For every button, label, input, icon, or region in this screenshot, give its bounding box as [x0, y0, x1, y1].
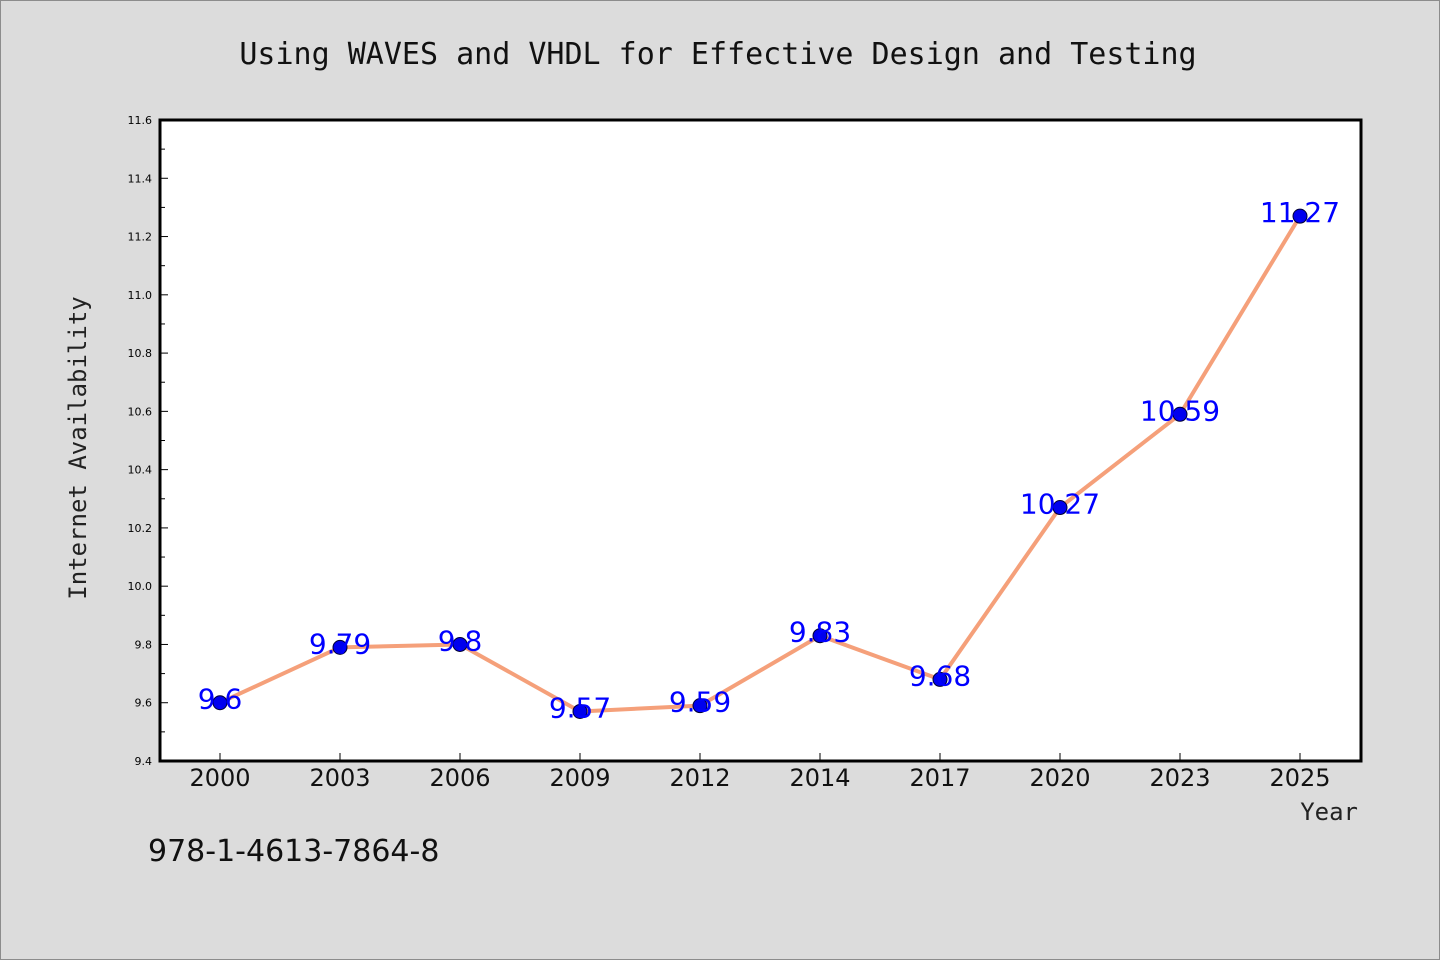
x-axis-title: Year — [1300, 798, 1358, 826]
y-tick-label: 10.4 — [128, 464, 153, 477]
x-tick-label: 2009 — [549, 764, 610, 792]
data-label: 10.27 — [1020, 488, 1100, 521]
chart-title: Using WAVES and VHDL for Effective Desig… — [239, 37, 1196, 72]
y-axis: 9.4 9.6 9.8 10.0 10.2 10.4 10.6 10.8 11.0 11.2 11.… — [128, 114, 168, 768]
data-point — [692, 698, 708, 714]
x-axis: 2000 2003 2006 2009 2012 2014 2017 2020 2023 2025 — [189, 753, 1331, 792]
series-markers — [212, 208, 1308, 719]
data-point — [452, 636, 468, 652]
y-axis-title: Internet Availability — [64, 296, 92, 599]
data-point — [932, 671, 948, 687]
data-label: 9.59 — [669, 686, 731, 719]
x-tick-label: 2023 — [1149, 764, 1210, 792]
data-labels: 9.6 9.79 9.8 9.57 9.59 9.83 9.68 10.27 10.59 11.2… — [198, 196, 1340, 724]
data-point — [1292, 208, 1308, 224]
x-tick-label: 2006 — [429, 764, 490, 792]
data-point — [212, 695, 228, 711]
y-tick-label: 9.8 — [135, 638, 153, 651]
data-point — [1172, 406, 1188, 422]
data-label: 9.57 — [549, 691, 611, 724]
data-label: 9.8 — [438, 624, 483, 657]
data-point — [332, 639, 348, 655]
x-tick-label: 2014 — [789, 764, 850, 792]
data-label: 9.68 — [909, 659, 971, 692]
y-tick-label: 10.8 — [128, 347, 153, 360]
data-label: 9.6 — [198, 683, 243, 716]
isbn-text: 978-1-4613-7864-8 — [148, 834, 440, 869]
x-tick-label: 2017 — [909, 764, 970, 792]
x-tick-label: 2003 — [309, 764, 370, 792]
y-tick-label: 11.2 — [128, 231, 153, 244]
y-tick-label: 9.4 — [135, 755, 153, 768]
plot-area — [158, 118, 1363, 763]
data-label: 9.83 — [789, 616, 851, 649]
data-point — [1052, 500, 1068, 516]
y-tick-label: 10.0 — [128, 580, 153, 593]
y-tick-label: 10.6 — [128, 405, 153, 418]
data-label: 11.27 — [1260, 196, 1340, 229]
data-point — [572, 703, 588, 719]
x-tick-label: 2012 — [669, 764, 730, 792]
x-tick-label: 2020 — [1029, 764, 1090, 792]
y-tick-label: 11.4 — [128, 172, 153, 185]
data-label: 9.79 — [309, 627, 371, 660]
y-tick-label: 9.6 — [135, 697, 153, 710]
x-tick-label: 2000 — [189, 764, 250, 792]
y-tick-label: 11.0 — [128, 289, 153, 302]
data-label: 10.59 — [1140, 394, 1220, 427]
y-tick-label: 11.6 — [128, 114, 153, 127]
series-line — [219, 215, 1302, 714]
y-tick-label: 10.2 — [128, 522, 153, 535]
x-tick-label: 2025 — [1269, 764, 1330, 792]
data-point — [812, 628, 828, 644]
